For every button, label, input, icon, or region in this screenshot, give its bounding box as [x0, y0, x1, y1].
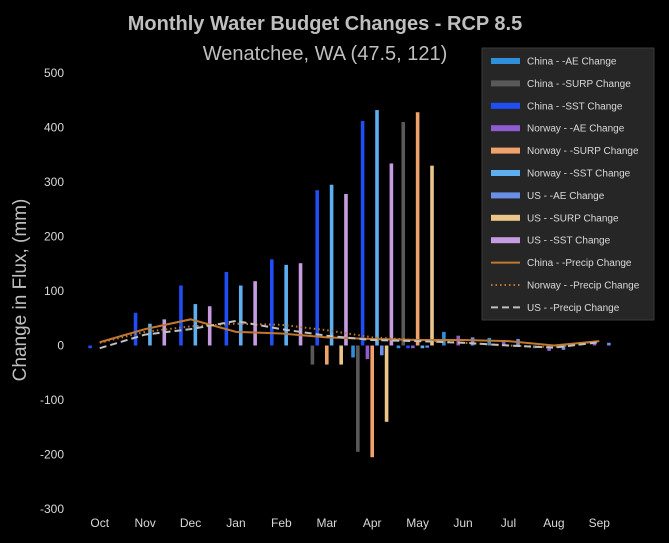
bar — [315, 190, 320, 346]
y-tick-label: 500 — [44, 66, 64, 80]
legend-label: China - -SST Change — [527, 101, 623, 112]
bar — [561, 345, 566, 350]
bar — [384, 345, 389, 422]
bar — [238, 285, 243, 346]
x-tick-label: Jan — [226, 516, 245, 530]
legend-swatch — [491, 80, 520, 87]
bar — [487, 337, 492, 346]
bar — [344, 193, 348, 346]
x-tick-label: May — [406, 516, 429, 530]
bar — [324, 345, 329, 365]
bar — [470, 337, 475, 346]
legend-swatch — [491, 147, 520, 154]
legend: China - -AE Change China - -SURP Change Ch… — [481, 47, 655, 321]
bar — [430, 165, 434, 346]
x-axis-ticks: Oct Nov Dec Jan Feb Mar Apr May Jun Jul Aug Sep — [90, 516, 610, 530]
y-tick-label: -200 — [40, 448, 64, 462]
x-tick-label: Feb — [271, 516, 292, 530]
bar — [501, 340, 506, 346]
bar — [411, 345, 415, 349]
legend-label: China - -SURP Change — [527, 79, 631, 90]
bar — [370, 345, 375, 458]
legend-swatch — [491, 125, 520, 132]
series-line — [99, 318, 600, 347]
bar-series — [88, 110, 611, 458]
chart-subtitle: Wenatchee, WA (47.5, 121) — [203, 43, 448, 65]
x-tick-label: Sep — [589, 516, 611, 530]
legend-label: US - -Precip Change — [527, 303, 620, 314]
legend-label: Norway - -AE Change — [527, 124, 625, 135]
bar — [415, 112, 420, 346]
bar — [379, 345, 384, 356]
bar — [224, 271, 229, 346]
legend-label: Norway - -SST Change — [527, 169, 631, 180]
bar — [339, 345, 343, 365]
y-tick-label: 200 — [44, 230, 64, 244]
series-line — [99, 319, 600, 350]
bar — [360, 120, 365, 346]
bar — [375, 110, 379, 346]
bar — [420, 345, 425, 349]
y-axis-label: Change in Flux, (mm) — [10, 199, 31, 382]
bar — [442, 331, 446, 346]
x-tick-label: Aug — [543, 516, 564, 530]
legend-label: US - -SURP Change — [527, 213, 619, 224]
x-tick-label: Oct — [90, 516, 109, 530]
bar — [396, 345, 401, 349]
legend-swatch — [491, 170, 520, 176]
y-tick-label: 0 — [57, 339, 64, 353]
legend-swatch — [491, 192, 520, 199]
legend-label: US - -SST Change — [527, 236, 611, 247]
x-tick-label: Jun — [453, 516, 472, 530]
bar — [88, 345, 92, 349]
x-tick-label: Mar — [316, 516, 337, 530]
bar — [356, 345, 360, 452]
legend-swatch — [491, 102, 520, 109]
bar — [284, 264, 288, 346]
y-tick-label: 100 — [44, 284, 64, 298]
bar — [179, 285, 183, 346]
legend-label: US - -AE Change — [527, 191, 605, 202]
x-tick-label: Dec — [180, 516, 201, 530]
legend-label: Norway - -SURP Change — [527, 146, 639, 157]
y-tick-label: 400 — [44, 121, 64, 135]
bar — [329, 184, 334, 346]
x-tick-label: Nov — [134, 516, 155, 530]
bar — [389, 163, 394, 346]
bar — [425, 345, 430, 348]
bar — [269, 259, 274, 346]
y-axis-ticks: -300 -200 -100 0 100 200 300 400 500 — [40, 66, 64, 516]
y-tick-label: -100 — [40, 393, 64, 407]
bar — [310, 345, 315, 365]
legend-swatch — [491, 58, 520, 64]
bar — [253, 281, 257, 346]
bar — [607, 342, 611, 346]
legend-label: China - -AE Change — [527, 57, 617, 68]
y-tick-label: 300 — [44, 175, 64, 189]
bar — [406, 345, 410, 349]
bar — [298, 263, 303, 346]
legend-swatch — [491, 214, 520, 221]
bar — [351, 345, 355, 358]
bar — [401, 122, 406, 346]
bar — [193, 304, 198, 346]
bar — [365, 345, 370, 360]
legend-swatch — [491, 237, 520, 244]
line-series — [99, 318, 600, 350]
legend-box — [481, 47, 655, 321]
chart-title: Monthly Water Budget Changes - RCP 8.5 — [128, 13, 522, 35]
legend-label: China - -Precip Change — [527, 258, 632, 269]
x-tick-label: Jul — [501, 516, 516, 530]
y-tick-label: -300 — [40, 502, 64, 516]
bar — [148, 323, 152, 346]
legend-label: Norway - -Precip Change — [527, 281, 640, 292]
x-tick-label: Apr — [363, 516, 382, 530]
bar — [133, 312, 138, 346]
